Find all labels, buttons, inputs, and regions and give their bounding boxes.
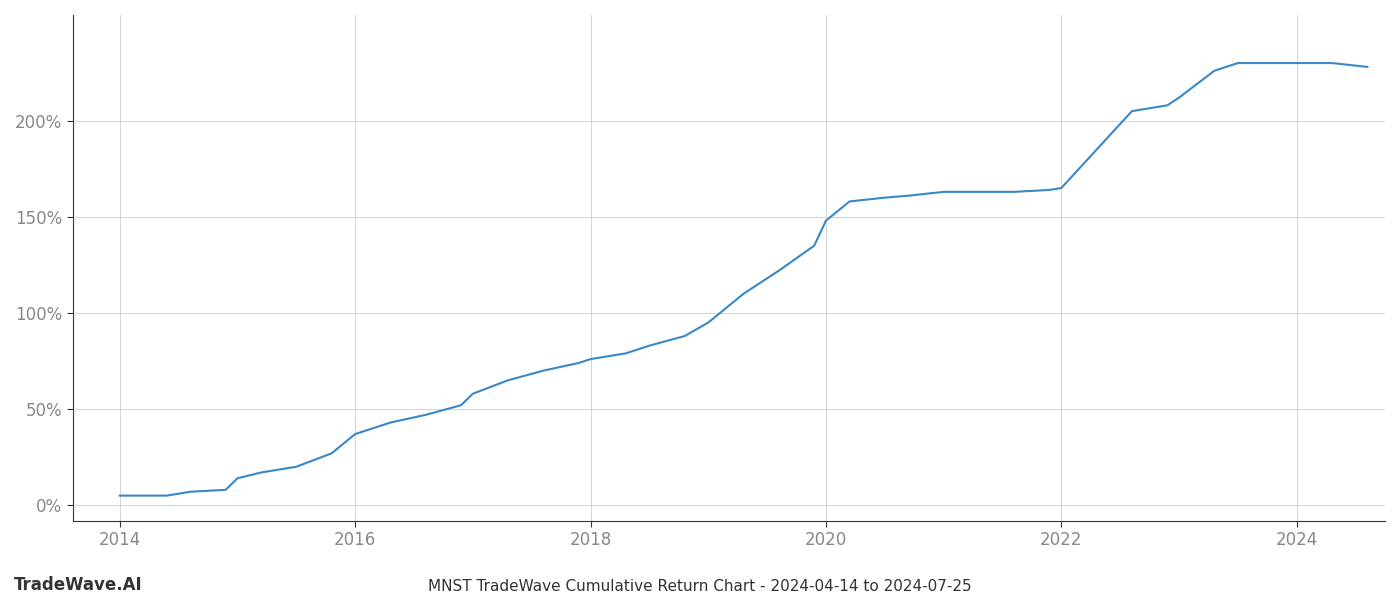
Text: TradeWave.AI: TradeWave.AI — [14, 576, 143, 594]
Text: MNST TradeWave Cumulative Return Chart - 2024-04-14 to 2024-07-25: MNST TradeWave Cumulative Return Chart -… — [428, 579, 972, 594]
